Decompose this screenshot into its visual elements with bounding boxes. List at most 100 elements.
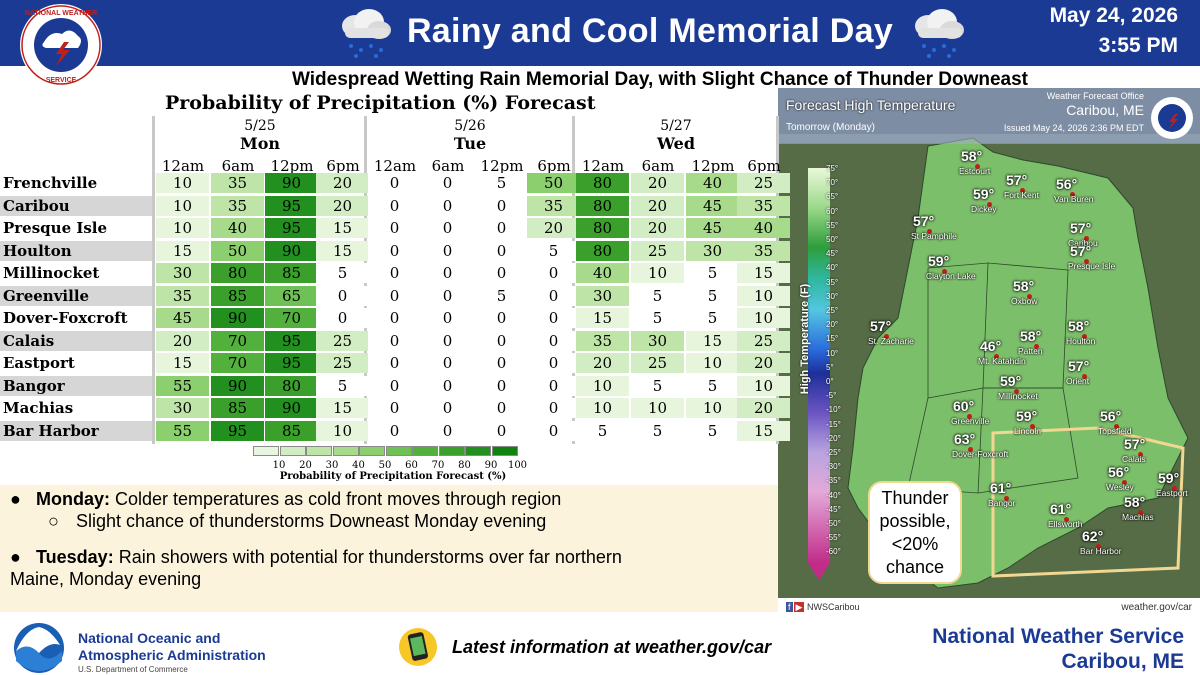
- pop-cell: 0: [421, 285, 474, 306]
- city-name: St. Zacharie: [868, 336, 914, 346]
- pop-cell: 90: [265, 173, 318, 193]
- pop-cell: 50: [211, 240, 264, 261]
- hour-label: 6am: [431, 157, 465, 175]
- pop-cell: 30: [156, 263, 209, 283]
- social-handle: f ▶ NWSCaribou: [786, 602, 860, 612]
- colorbar-tick: 60°: [826, 206, 839, 216]
- hour-label: 6pm: [537, 157, 571, 175]
- city-name: Van Buren: [1054, 194, 1094, 204]
- pop-cell: 70: [211, 330, 264, 351]
- colorbar-tick: -25°: [826, 448, 841, 457]
- pop-cell: 0: [475, 218, 528, 238]
- pop-cell: 10: [686, 353, 739, 373]
- subtitle: Widespread Wetting Rain Memorial Day, wi…: [292, 69, 1028, 90]
- city-name: Oxbow: [1011, 296, 1038, 306]
- pop-cell: 95: [211, 420, 264, 441]
- latest-info-link[interactable]: Latest information at weather.gov/car: [452, 637, 772, 657]
- phone-icon: [399, 628, 437, 666]
- pop-cell: 0: [368, 330, 421, 351]
- pop-cell: 0: [368, 420, 421, 441]
- pop-cell: 5: [475, 285, 528, 306]
- city-marker: [884, 334, 889, 339]
- colorbar-tick: -60°: [826, 547, 841, 557]
- noaa-logo-icon: [14, 623, 64, 673]
- city-marker: [1034, 344, 1039, 349]
- pop-cell: 5: [686, 263, 739, 283]
- legend-swatch: [385, 446, 412, 456]
- city-temp: 63°: [954, 431, 976, 447]
- city-marker: [1014, 389, 1019, 394]
- pop-cell: 85: [211, 398, 264, 418]
- pop-cell: 90: [211, 375, 264, 396]
- pop-cell: 0: [368, 240, 421, 261]
- colorbar-tick: 20°: [826, 320, 839, 330]
- city-name: Calais: [1122, 454, 1146, 464]
- day-header: 5/27 Wed: [576, 118, 776, 153]
- pop-cell: 80: [576, 173, 629, 193]
- pop-cell: 20: [631, 195, 684, 216]
- pop-cell: 0: [368, 173, 421, 193]
- noaa-name-line2: Atmospheric Administration: [78, 647, 266, 663]
- pop-cell: 0: [421, 398, 474, 418]
- legend-swatch: [491, 446, 518, 456]
- day-name: Mon: [239, 134, 280, 153]
- pop-cell: 15: [316, 398, 369, 418]
- pop-cell: 80: [576, 240, 629, 261]
- city-marker: [1122, 480, 1127, 485]
- column-divider: [152, 116, 155, 444]
- pop-cell: 20: [576, 353, 629, 373]
- row-label: Machias: [3, 399, 74, 417]
- city-temp: 61°: [1050, 501, 1072, 517]
- pop-cell: 25: [316, 353, 369, 373]
- row-label: Caribou: [0, 195, 152, 216]
- city-temp: 58°: [1124, 494, 1146, 510]
- pop-cell: 10: [631, 263, 684, 283]
- city-marker: [942, 269, 947, 274]
- issue-time: 3:55 PM: [1098, 34, 1178, 57]
- map-title: Forecast High Temperature: [786, 97, 956, 113]
- pop-cell: 85: [265, 420, 318, 441]
- colorbar-tick: -40°: [826, 490, 841, 500]
- pop-cell: 40: [686, 173, 739, 193]
- pop-cell: 10: [631, 398, 684, 418]
- city-temp: 58°: [1013, 278, 1035, 294]
- city-name: Dover-Foxcroft: [952, 449, 1009, 459]
- pop-cell: 55: [156, 420, 209, 441]
- pop-cell: 80: [576, 218, 629, 238]
- colorbar-tick: 55°: [826, 220, 839, 230]
- pop-cell: 0: [368, 308, 421, 328]
- pop-cell: 40: [576, 263, 629, 283]
- legend-tick: 10: [272, 460, 286, 471]
- legend-tick: 80: [458, 460, 471, 471]
- bullet-tuesday: ● Tuesday: Rain showers with potential fo…: [10, 547, 622, 567]
- map-office-city: Caribou, ME: [1066, 102, 1144, 118]
- pop-cell: 0: [527, 330, 580, 351]
- pop-cell: 85: [265, 263, 318, 283]
- pop-cell: 0: [527, 398, 580, 418]
- city-name: Mt. Katahdin: [978, 356, 1026, 366]
- nws-logo-icon: NATIONAL WEATHER SERVICE: [20, 4, 102, 86]
- city-marker: [1084, 259, 1089, 264]
- pop-cell: 20: [156, 330, 209, 351]
- pop-cell: 5: [686, 375, 739, 396]
- pop-cell: 15: [156, 353, 209, 373]
- city-temp: 59°: [1016, 408, 1038, 424]
- pop-cell: 35: [737, 195, 790, 216]
- colorbar-tick: -10°: [826, 405, 841, 415]
- thunder-callout: Thunder possible, <20% chance: [868, 481, 962, 584]
- pop-cell: 5: [316, 375, 369, 396]
- pop-cell: 10: [737, 375, 790, 396]
- pop-cell: 0: [421, 195, 474, 216]
- pop-cell: 5: [686, 420, 739, 441]
- map-website[interactable]: weather.gov/car: [1121, 602, 1192, 613]
- pop-cell: 10: [156, 218, 209, 238]
- colorbar-tick: -45°: [826, 504, 841, 514]
- city-temp: 57°: [1124, 436, 1146, 452]
- city-marker: [1030, 424, 1035, 429]
- city-temp: 59°: [928, 253, 950, 269]
- colorbar-tick: 50°: [826, 235, 839, 244]
- pop-cell: 25: [631, 353, 684, 373]
- page-title: Rainy and Cool Memorial Day: [406, 12, 894, 50]
- hour-label: 6am: [221, 157, 255, 175]
- pop-cell: 10: [737, 285, 790, 306]
